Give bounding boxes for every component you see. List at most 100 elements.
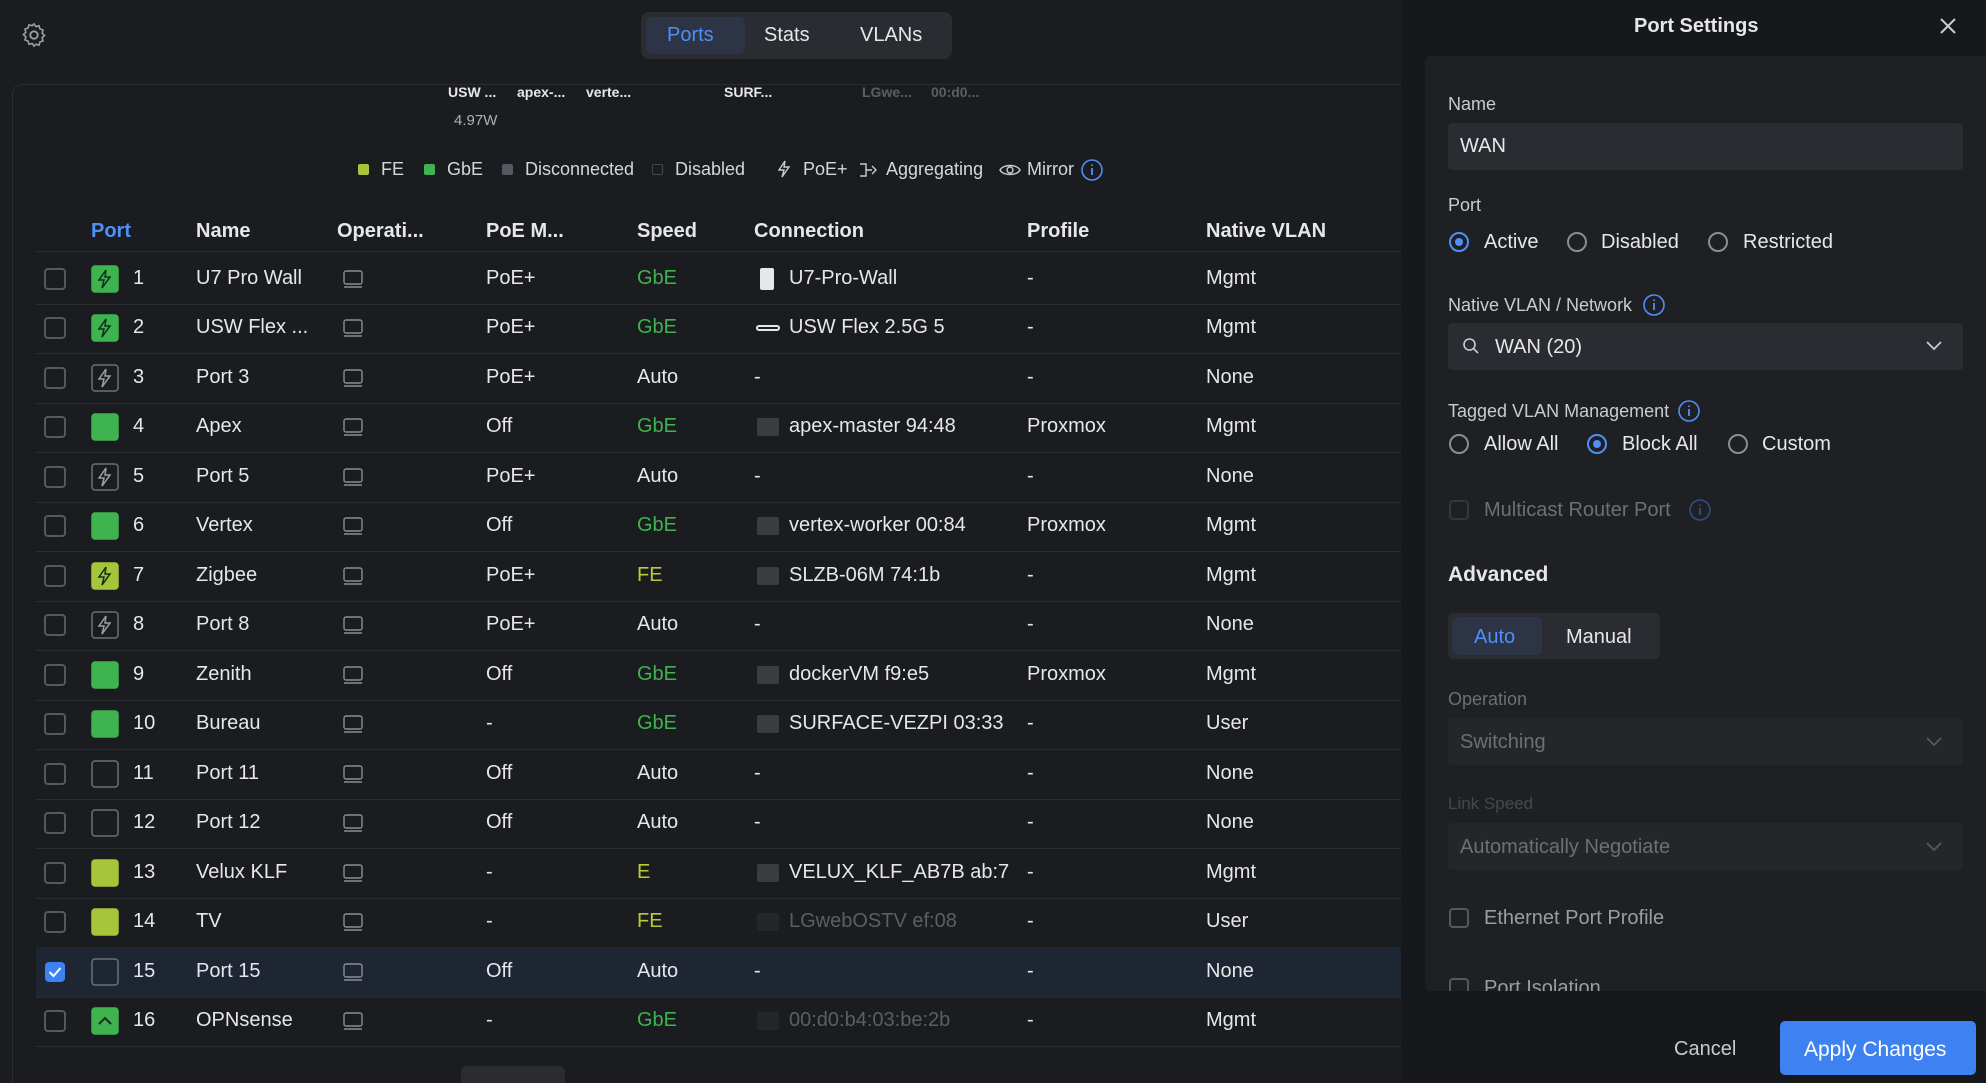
native-vlan: None [1206,761,1254,784]
radio-label[interactable]: Allow All [1484,433,1559,455]
operation-icon [343,864,363,882]
port-status-icon [91,760,119,788]
cancel-button[interactable]: Cancel [1674,1038,1737,1060]
close-button[interactable] [1938,16,1958,36]
row-checkbox[interactable] [44,366,66,389]
radio[interactable] [1587,434,1607,454]
device-icon [757,566,779,585]
port-number: 14 [133,910,156,933]
radio-label[interactable]: Disabled [1601,231,1679,253]
connection: - [754,365,761,388]
vlan-value[interactable]: WAN (20) [1495,336,1583,358]
port-name: Velux KLF [196,860,288,883]
column-header[interactable]: PoE M... [486,220,564,242]
column-header[interactable]: Port [91,220,131,242]
row-checkbox[interactable] [44,861,66,884]
device-icon [760,267,774,290]
section-heading: Advanced [1448,563,1549,586]
apply-button-label[interactable]: Apply Changes [1804,1038,1947,1061]
operation-icon [343,963,363,981]
column-header[interactable]: Native VLAN [1206,220,1327,242]
row-checkbox[interactable] [44,1010,66,1033]
row-checkbox[interactable] [44,416,66,439]
row-checkbox[interactable] [44,465,66,488]
profile: - [1027,266,1034,289]
port-status-icon [91,364,119,392]
port-name: Port 15 [196,959,261,982]
selected-row [36,947,1401,997]
row-checkbox[interactable] [44,911,66,934]
info-icon[interactable] [1080,158,1104,182]
radio-label[interactable]: Custom [1762,433,1831,455]
row-checkbox[interactable] [44,614,66,637]
column-header[interactable]: Operati... [337,220,424,242]
name-input[interactable] [1448,123,1963,170]
chevron [1926,842,1942,852]
port-name: U7 Pro Wall [196,266,302,289]
info-icon[interactable] [1677,399,1701,423]
port-name: Vertex [196,514,253,537]
poe-mode: Off [486,514,513,537]
tab[interactable]: Ports [667,24,714,46]
row-checkbox[interactable] [44,713,66,736]
field-label: Native VLAN / Network [1448,295,1633,315]
profile: - [1027,316,1034,339]
apply-button[interactable] [1780,1021,1976,1075]
tab[interactable]: VLANs [860,24,923,46]
row-checkbox[interactable] [44,317,66,340]
operation-icon [343,468,363,486]
column-header[interactable]: Speed [637,220,698,242]
radio[interactable] [1449,232,1469,252]
column-header[interactable]: Profile [1027,220,1090,242]
segment-active-bg [1452,617,1542,655]
speed: Auto [637,811,679,834]
radio[interactable] [1708,232,1728,252]
row-checkbox[interactable] [44,762,66,785]
native-vlan: Mgmt [1206,415,1256,438]
connection: LGwebOSTV ef:08 [789,910,957,933]
segment[interactable]: Manual [1566,626,1632,648]
legend-label: PoE+ [803,159,848,179]
radio-label[interactable]: Active [1484,231,1539,253]
settings-icon[interactable] [20,21,48,49]
port-number: 10 [133,712,156,735]
native-vlan: None [1206,613,1254,636]
row-checkbox[interactable] [44,812,66,835]
radio[interactable] [1728,434,1748,454]
column-header[interactable]: Name [196,220,251,242]
operation-icon [343,1012,363,1030]
name-value[interactable]: WAN [1460,135,1506,157]
chevron [1926,341,1942,351]
row-checkbox[interactable] [44,267,66,290]
radio[interactable] [1567,232,1587,252]
radio-label[interactable]: Block All [1622,433,1698,455]
checkbox-label[interactable]: Ethernet Port Profile [1484,907,1665,929]
checkbox[interactable] [1449,908,1469,928]
info-icon[interactable] [1642,293,1666,317]
row-checkbox[interactable] [44,961,66,983]
tab[interactable]: Stats [764,24,810,46]
poe-mode: PoE+ [486,316,536,339]
column-header[interactable]: Connection [754,220,864,242]
radio[interactable] [1449,434,1469,454]
port-status-icon [91,661,119,689]
speed: GbE [637,415,678,438]
connection: apex-master 94:48 [789,415,956,438]
row-checkbox[interactable] [44,564,66,587]
speed: E [637,860,651,883]
checkbox-label[interactable]: Port Isolation [1484,977,1601,991]
field-label: Link Speed [1448,794,1534,813]
speed: FE [637,910,663,933]
speed: Auto [637,613,679,636]
field-label: Port [1448,195,1482,215]
checkbox[interactable] [1449,978,1469,991]
port-number: 7 [133,563,145,586]
row-checkbox[interactable] [44,663,66,686]
radio-label[interactable]: Restricted [1743,231,1834,253]
scrollbar [461,1066,565,1083]
row-checkbox[interactable] [44,515,66,538]
segment[interactable]: Auto [1474,626,1516,648]
device-label: USW ... [448,84,497,100]
vlan-select[interactable] [1448,323,1963,370]
profile: - [1027,761,1034,784]
